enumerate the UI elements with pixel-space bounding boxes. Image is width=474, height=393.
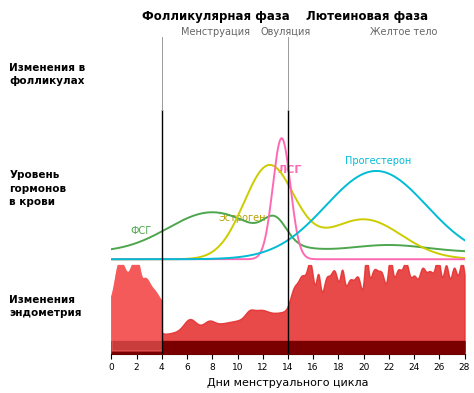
Text: Изменения в
фолликулах: Изменения в фолликулах — [9, 63, 86, 86]
Text: ЛСГ: ЛСГ — [278, 165, 302, 175]
Text: ФСГ: ФСГ — [130, 226, 152, 235]
Text: Прогестерон: Прогестерон — [345, 156, 411, 166]
Text: Менструация: Менструация — [181, 28, 250, 37]
X-axis label: Дни менструального цикла: Дни менструального цикла — [207, 378, 369, 388]
Text: Желтое тело: Желтое тело — [370, 28, 438, 37]
Text: Эстроген: Эстроген — [219, 213, 266, 223]
Text: Изменения
эндометрия: Изменения эндометрия — [9, 295, 82, 318]
Text: Лютеиновая фаза: Лютеиновая фаза — [306, 10, 428, 23]
Text: Уровень
гормонов
в крови: Уровень гормонов в крови — [9, 171, 67, 207]
Text: Фолликулярная фаза: Фолликулярная фаза — [142, 10, 290, 23]
Text: Овуляция: Овуляция — [260, 28, 310, 37]
